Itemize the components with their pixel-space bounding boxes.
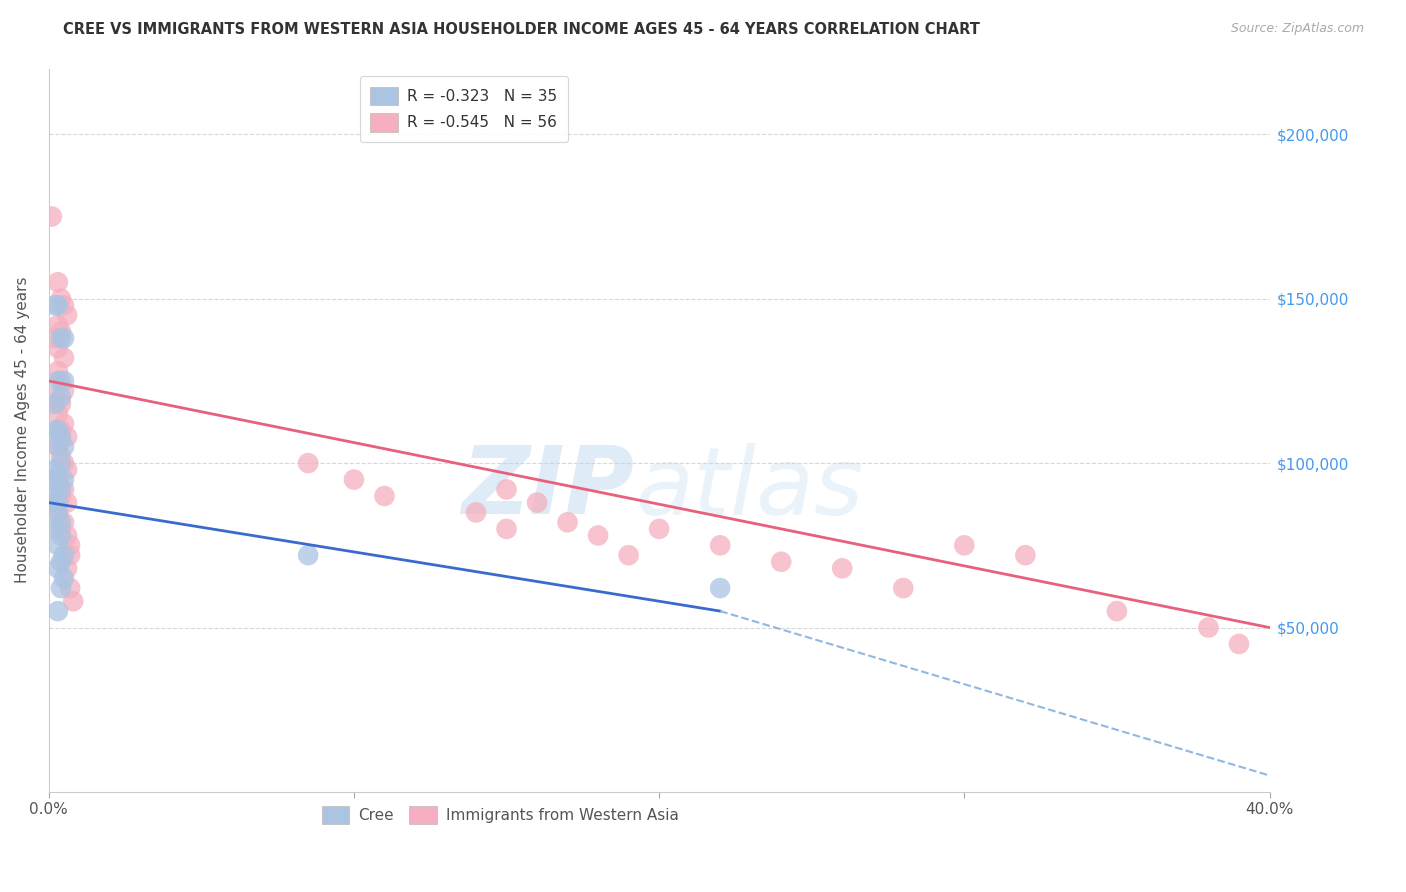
Y-axis label: Householder Income Ages 45 - 64 years: Householder Income Ages 45 - 64 years (15, 277, 30, 583)
Point (1014, 548, 1036, 562)
Point (49, 430, 72, 444)
Point (49, 581, 72, 595)
Point (41, 210, 63, 224)
Point (53, 417, 76, 431)
Point (46, 364, 69, 378)
Point (59, 581, 82, 595)
Point (586, 528, 609, 542)
Point (53, 516, 76, 530)
Point (46, 505, 69, 519)
Point (46, 469, 69, 483)
Point (831, 561, 853, 575)
Point (53, 331, 76, 345)
Point (59, 548, 82, 562)
Point (373, 489, 395, 503)
Point (49, 450, 72, 464)
Point (41, 473, 63, 487)
Point (56, 561, 79, 575)
Point (343, 473, 366, 487)
Point (49, 489, 72, 503)
Point (56, 495, 79, 509)
Point (495, 522, 517, 536)
Point (44, 423, 66, 437)
Point (44, 463, 66, 477)
Text: Source: ZipAtlas.com: Source: ZipAtlas.com (1230, 22, 1364, 36)
Point (46, 275, 69, 289)
Point (648, 522, 671, 536)
Point (53, 456, 76, 470)
Point (56, 528, 79, 542)
Text: atlas: atlas (634, 442, 863, 533)
Point (53, 483, 76, 497)
Point (56, 430, 79, 444)
Point (49, 374, 72, 388)
Point (465, 505, 488, 519)
Point (46, 341, 69, 355)
Point (49, 483, 72, 497)
Point (46, 440, 69, 454)
Point (49, 397, 72, 411)
Point (41, 495, 63, 509)
Point (53, 440, 76, 454)
Point (1105, 604, 1128, 618)
Point (557, 516, 579, 530)
Point (46, 538, 69, 552)
Point (709, 538, 731, 552)
Point (49, 555, 72, 569)
Point (49, 456, 72, 470)
Point (44, 390, 66, 404)
Text: CREE VS IMMIGRANTS FROM WESTERN ASIA HOUSEHOLDER INCOME AGES 45 - 64 YEARS CORRE: CREE VS IMMIGRANTS FROM WESTERN ASIA HOU… (63, 22, 980, 37)
Point (56, 463, 79, 477)
Point (49, 292, 72, 306)
Point (46, 473, 69, 487)
Point (49, 331, 72, 345)
Point (297, 548, 319, 562)
Point (1227, 637, 1250, 651)
Point (46, 505, 69, 519)
Point (49, 325, 72, 339)
Point (62, 594, 84, 608)
Text: ZIP: ZIP (461, 442, 634, 534)
Point (46, 561, 69, 575)
Point (53, 548, 76, 562)
Point (297, 456, 319, 470)
Point (46, 374, 69, 388)
Point (46, 440, 69, 454)
Point (49, 522, 72, 536)
Legend: Cree, Immigrants from Western Asia: Cree, Immigrants from Western Asia (311, 795, 690, 835)
Point (46, 604, 69, 618)
Point (53, 351, 76, 365)
Point (46, 318, 69, 332)
Point (1198, 621, 1220, 635)
Point (59, 538, 82, 552)
Point (46, 407, 69, 421)
Point (44, 298, 66, 312)
Point (53, 473, 76, 487)
Point (709, 581, 731, 595)
Point (44, 489, 66, 503)
Point (44, 331, 66, 345)
Point (891, 581, 914, 595)
Point (56, 308, 79, 322)
Point (617, 548, 640, 562)
Point (49, 423, 72, 437)
Point (53, 374, 76, 388)
Point (46, 298, 69, 312)
Point (44, 522, 66, 536)
Point (953, 538, 976, 552)
Point (526, 495, 548, 509)
Point (46, 423, 69, 437)
Point (49, 528, 72, 542)
Point (46, 495, 69, 509)
Point (49, 390, 72, 404)
Point (53, 571, 76, 585)
Point (49, 516, 72, 530)
Point (53, 384, 76, 398)
Point (770, 555, 793, 569)
Point (44, 397, 66, 411)
Point (53, 298, 76, 312)
Point (495, 483, 517, 497)
